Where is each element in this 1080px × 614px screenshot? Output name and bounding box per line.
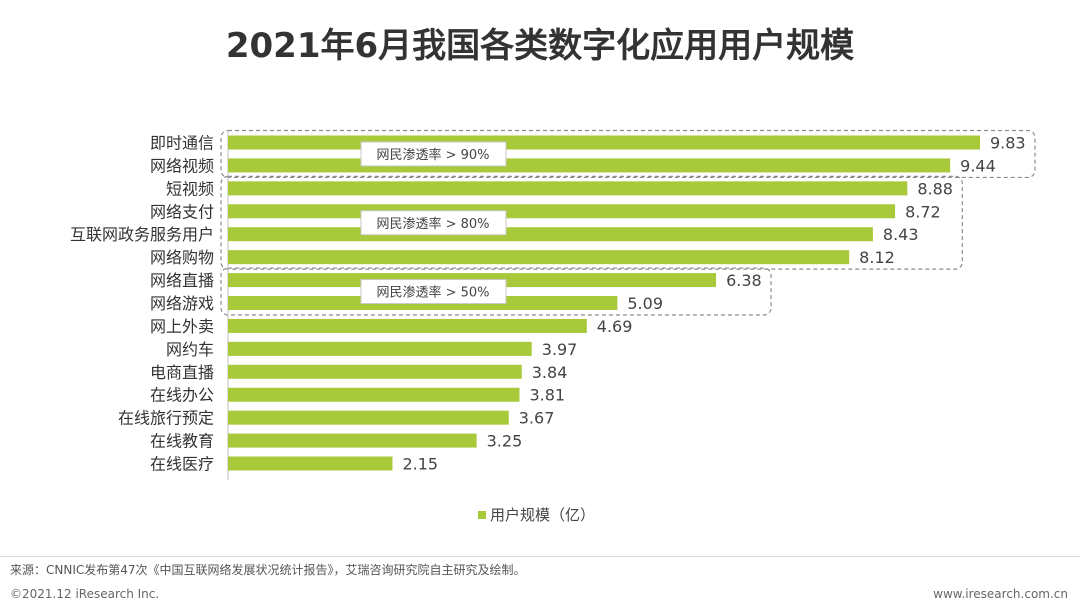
bar-3 <box>228 204 896 219</box>
category-label-1: 网络视频 <box>150 156 214 175</box>
value-label-13: 3.25 <box>487 432 523 451</box>
legend-swatch <box>478 510 486 519</box>
penetration-label-bg-1 <box>360 210 507 236</box>
penetration-label-bg-0 <box>360 141 507 167</box>
website: www.iresearch.com.cn <box>933 587 1068 601</box>
value-label-12: 3.67 <box>519 409 555 428</box>
value-label-10: 3.84 <box>532 363 568 382</box>
value-label-1: 9.44 <box>960 156 996 175</box>
category-label-2: 短视频 <box>166 179 214 198</box>
bar-14 <box>228 456 393 471</box>
category-label-4: 互联网政务服务用户 <box>70 225 214 244</box>
category-label-3: 网络支付 <box>150 202 214 221</box>
value-label-11: 3.81 <box>529 386 565 405</box>
penetration-box-1 <box>220 175 963 270</box>
copyright: ©2021.12 iResearch Inc. <box>10 587 160 601</box>
bar-1 <box>228 158 951 173</box>
value-label-5: 8.12 <box>859 248 895 267</box>
value-label-9: 3.97 <box>542 340 578 359</box>
value-label-3: 8.72 <box>905 202 941 221</box>
value-label-0: 9.83 <box>990 134 1026 153</box>
penetration-box-0 <box>220 129 1036 179</box>
bar-0 <box>228 135 980 150</box>
value-label-2: 8.88 <box>917 179 953 198</box>
category-label-12: 在线旅行预定 <box>118 409 214 428</box>
category-label-13: 在线教育 <box>150 432 214 451</box>
bar-8 <box>228 318 587 333</box>
source-note: 来源：CNNIC发布第47次《中国互联网络发展状况统计报告》，艾瑞咨询研究院自主… <box>10 563 526 577</box>
legend: 用户规模（亿） <box>478 504 595 525</box>
penetration-box-2 <box>220 267 772 316</box>
category-label-6: 网络直播 <box>150 271 214 290</box>
value-label-14: 2.15 <box>402 455 438 474</box>
bar-11 <box>228 387 520 402</box>
penetration-label-1: 网民渗透率 > 80% <box>376 216 489 232</box>
bar-4 <box>228 227 873 242</box>
penetration-label-2: 网民渗透率 > 50% <box>376 285 489 301</box>
category-label-8: 网上外卖 <box>150 317 214 336</box>
bar-2 <box>228 181 908 196</box>
category-label-14: 在线医疗 <box>150 455 214 474</box>
bar-5 <box>228 250 850 265</box>
bar-10 <box>228 364 522 379</box>
bar-chart: 即时通信 9.83 网络视频 9.44 短视频 8.88 网络支付 8.72 互联网政务服务用户… <box>70 129 1036 480</box>
penetration-label-bg-2 <box>360 279 507 305</box>
footer-divider <box>0 556 1080 557</box>
bar-9 <box>228 341 532 356</box>
bar-12 <box>228 410 509 425</box>
value-label-8: 4.69 <box>597 317 633 336</box>
category-label-7: 网络游戏 <box>150 294 214 313</box>
category-label-5: 网络购物 <box>150 248 214 267</box>
bar-13 <box>228 433 477 448</box>
penetration-label-0: 网民渗透率 > 90% <box>376 147 489 163</box>
legend-label: 用户规模（亿） <box>490 506 596 524</box>
value-label-6: 6.38 <box>726 271 762 290</box>
category-label-11: 在线办公 <box>150 386 214 405</box>
category-label-9: 网约车 <box>166 340 214 359</box>
category-label-10: 电商直播 <box>150 363 214 382</box>
category-label-0: 即时通信 <box>150 134 214 153</box>
value-label-4: 8.43 <box>883 225 919 244</box>
chart-title: 2021年6月我国各类数字化应用用户规模 <box>225 26 855 66</box>
value-label-7: 5.09 <box>627 294 663 313</box>
